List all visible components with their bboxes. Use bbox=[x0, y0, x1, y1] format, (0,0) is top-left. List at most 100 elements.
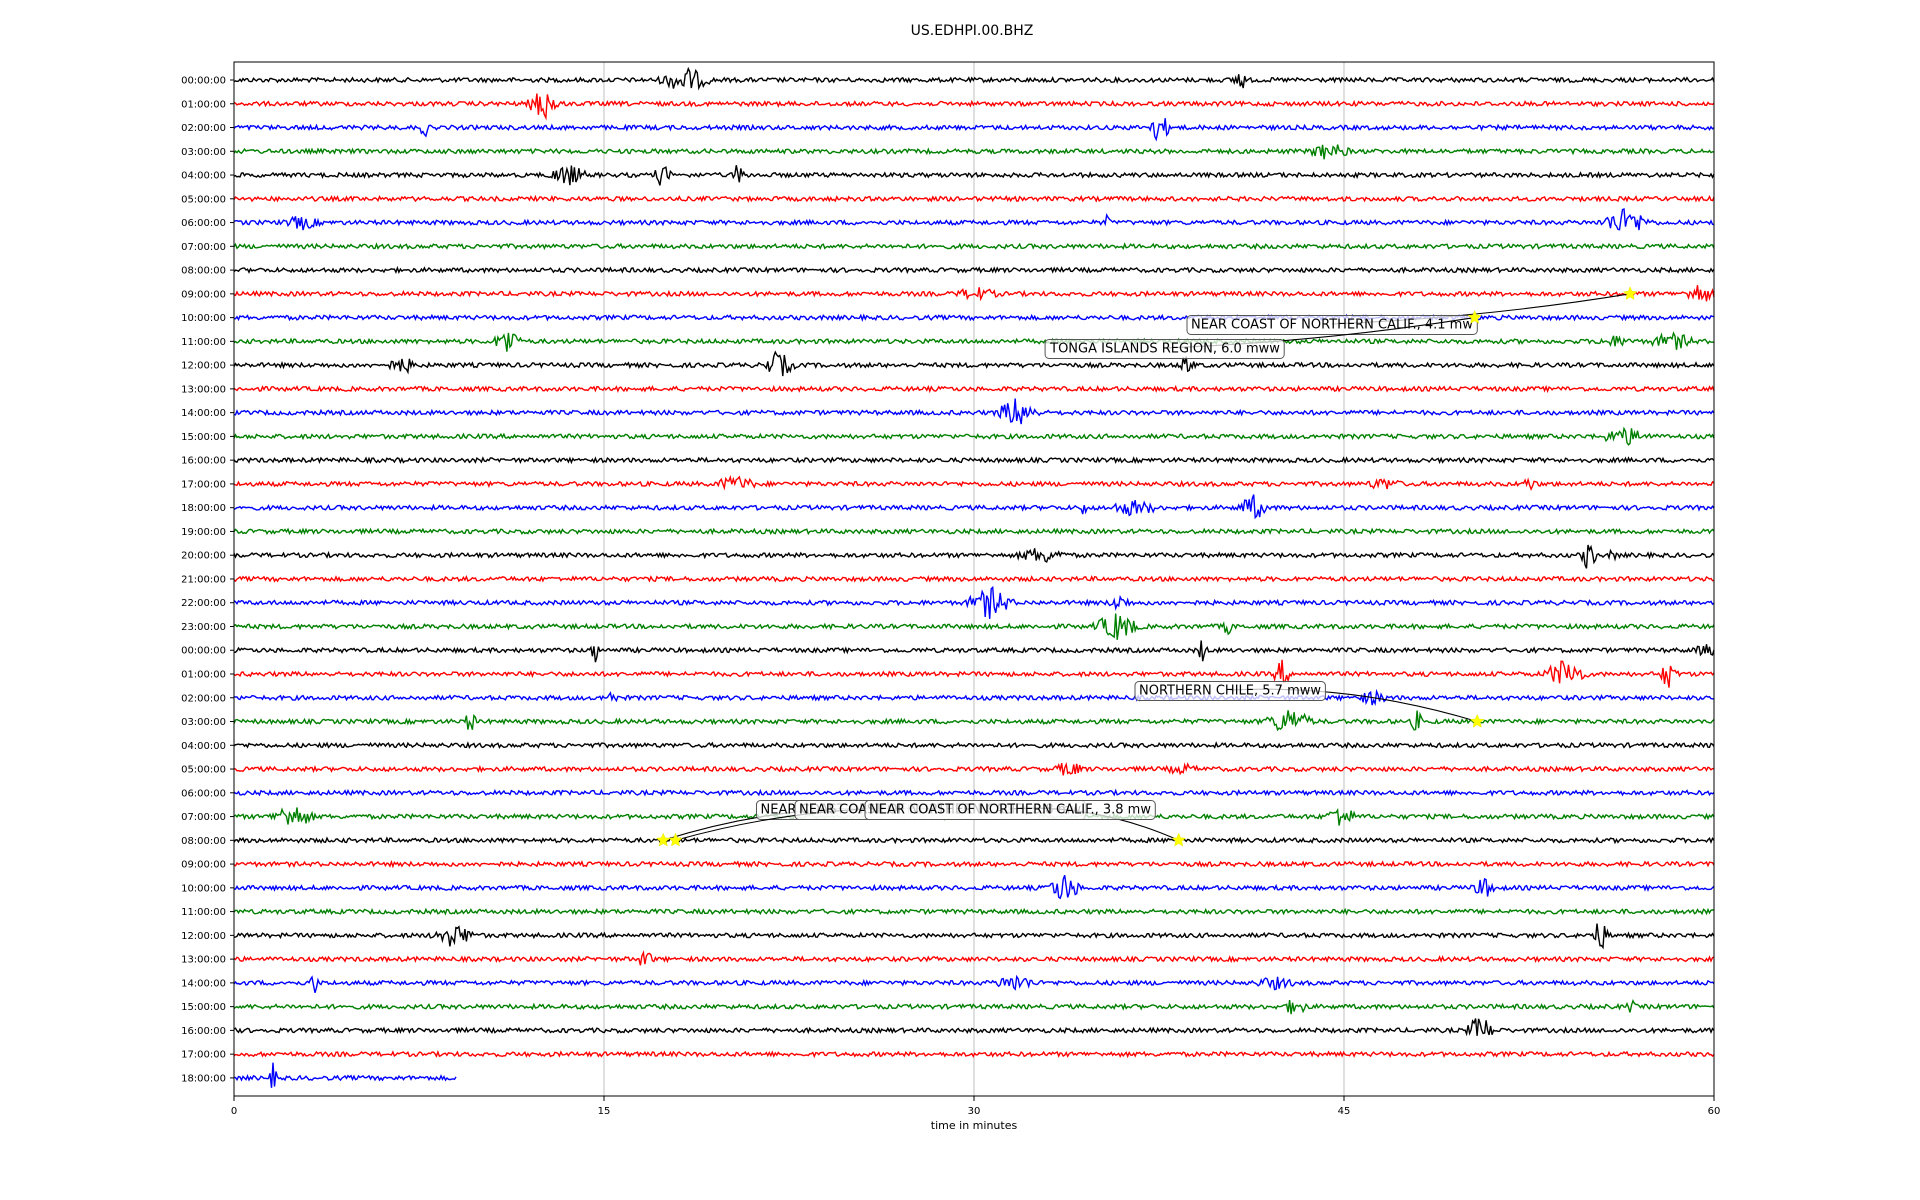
row-label: 18:00:00 bbox=[181, 503, 226, 514]
trace-line bbox=[233, 974, 1715, 993]
trace-line bbox=[233, 456, 1715, 465]
trace-line bbox=[233, 350, 1715, 377]
trace-line bbox=[233, 494, 1715, 520]
row-label: 07:00:00 bbox=[181, 242, 226, 253]
row-label: 02:00:00 bbox=[181, 123, 226, 134]
trace-line bbox=[233, 640, 1715, 663]
row-label-group: 00:00:00 01:00:00 02:00:00 03:00:00 04:00:00… bbox=[181, 76, 234, 1084]
row-label: 00:00:00 bbox=[181, 76, 226, 87]
row-label: 13:00:00 bbox=[181, 955, 226, 966]
trace-line bbox=[233, 950, 1715, 966]
trace-line bbox=[233, 710, 1715, 732]
row-label: 05:00:00 bbox=[181, 765, 226, 776]
event-label-box bbox=[1044, 339, 1285, 359]
row-label: 16:00:00 bbox=[181, 1026, 226, 1037]
x-tick-label: 30 bbox=[968, 1106, 981, 1117]
x-axis-label: time in minutes bbox=[931, 1119, 1018, 1132]
row-label: 22:00:00 bbox=[181, 598, 226, 609]
event-star-marker bbox=[1171, 832, 1187, 847]
event-annotations: NEAR COAST OF NORTHERN CALIF., 4.1 mw TON… bbox=[655, 286, 1638, 847]
trace-line bbox=[233, 242, 1715, 251]
row-label: 13:00:00 bbox=[181, 384, 226, 395]
row-label: 04:00:00 bbox=[181, 741, 226, 752]
trace-line bbox=[233, 788, 1715, 797]
trace-line bbox=[233, 398, 1715, 425]
row-label: 05:00:00 bbox=[181, 194, 226, 205]
trace-line bbox=[233, 1049, 1715, 1059]
trace-line bbox=[233, 659, 1715, 688]
trace-line bbox=[233, 761, 1715, 776]
trace-line bbox=[233, 859, 1715, 869]
trace-line bbox=[233, 907, 1715, 916]
row-label: 18:00:00 bbox=[181, 1073, 226, 1084]
row-label: 11:00:00 bbox=[181, 907, 226, 918]
event-annotation: TONGA ISLANDS REGION, 6.0 mww bbox=[1044, 309, 1483, 359]
trace-line bbox=[233, 118, 1715, 142]
row-label: 06:00:00 bbox=[181, 788, 226, 799]
trace-line bbox=[233, 836, 1715, 845]
trace-line bbox=[233, 207, 1715, 231]
event-annotation: NEAR COAST OF NORTHERN CALIF., 4.1 mw bbox=[1186, 286, 1638, 335]
row-label: 07:00:00 bbox=[181, 812, 226, 823]
trace-line bbox=[233, 527, 1715, 536]
trace-line bbox=[233, 474, 1715, 492]
trace-line bbox=[233, 1018, 1715, 1037]
row-label: 09:00:00 bbox=[181, 860, 226, 871]
row-label: 12:00:00 bbox=[181, 361, 226, 372]
row-label: 20:00:00 bbox=[181, 551, 226, 562]
trace-line bbox=[233, 923, 1715, 950]
trace-line bbox=[233, 285, 1715, 302]
trace-line bbox=[233, 165, 1715, 186]
row-label: 08:00:00 bbox=[181, 836, 226, 847]
event-label: TONGA ISLANDS REGION, 6.0 mww bbox=[1049, 342, 1280, 357]
x-tick-label: 45 bbox=[1338, 1106, 1351, 1117]
trace-line bbox=[233, 144, 1715, 160]
row-label: 15:00:00 bbox=[181, 432, 226, 443]
trace-line bbox=[233, 613, 1715, 640]
row-label: 17:00:00 bbox=[181, 479, 226, 490]
row-label: 03:00:00 bbox=[181, 717, 226, 728]
x-tick-label: 60 bbox=[1708, 1106, 1721, 1117]
row-label: 04:00:00 bbox=[181, 171, 226, 182]
event-star-marker bbox=[655, 832, 671, 847]
event-label-box bbox=[1134, 681, 1326, 701]
trace-line bbox=[233, 66, 1715, 91]
event-label: NEAR COAST OF NORTHERN CALIF., 4.1 mw bbox=[1191, 318, 1473, 333]
trace-line bbox=[233, 384, 1715, 394]
trace-line bbox=[233, 426, 1715, 446]
row-label: 01:00:00 bbox=[181, 99, 226, 110]
row-label: 14:00:00 bbox=[181, 978, 226, 989]
x-tick-label: 15 bbox=[598, 1106, 611, 1117]
trace-line bbox=[233, 194, 1715, 203]
event-annotation: NEAR COAST OF NORTHERN CALIF., 3.8 mw bbox=[864, 800, 1187, 847]
trace-line bbox=[233, 265, 1715, 275]
trace-line bbox=[233, 1062, 457, 1088]
x-axis-ticks: 0 15 30 45 60 bbox=[231, 1096, 1721, 1117]
row-label: 10:00:00 bbox=[181, 313, 226, 324]
row-label: 16:00:00 bbox=[181, 456, 226, 467]
trace-line bbox=[233, 688, 1715, 707]
row-label: 08:00:00 bbox=[181, 266, 226, 277]
row-label: 12:00:00 bbox=[181, 931, 226, 942]
event-label-box bbox=[1186, 315, 1478, 335]
event-star-marker bbox=[668, 832, 683, 847]
event-annotation: NORTHERN CHILE, 5.7 mww bbox=[1134, 681, 1485, 728]
event-label-box bbox=[864, 800, 1156, 820]
trace-line bbox=[233, 741, 1715, 750]
trace-line bbox=[233, 544, 1715, 569]
row-label: 11:00:00 bbox=[181, 337, 226, 348]
row-label: 14:00:00 bbox=[181, 408, 226, 419]
row-label: 09:00:00 bbox=[181, 289, 226, 300]
chart-title: US.EDHPI.00.BHZ bbox=[911, 23, 1034, 39]
row-label: 19:00:00 bbox=[181, 527, 226, 538]
row-label: 10:00:00 bbox=[181, 883, 226, 894]
trace-line bbox=[233, 331, 1715, 352]
row-label: 03:00:00 bbox=[181, 147, 226, 158]
event-star-marker bbox=[1469, 713, 1485, 728]
trace-line bbox=[233, 574, 1715, 583]
trace-line bbox=[233, 585, 1715, 619]
row-label: 06:00:00 bbox=[181, 218, 226, 229]
event-label: NEAR COAST OF NORTHERN CALIF., 3.8 mw bbox=[869, 803, 1151, 818]
